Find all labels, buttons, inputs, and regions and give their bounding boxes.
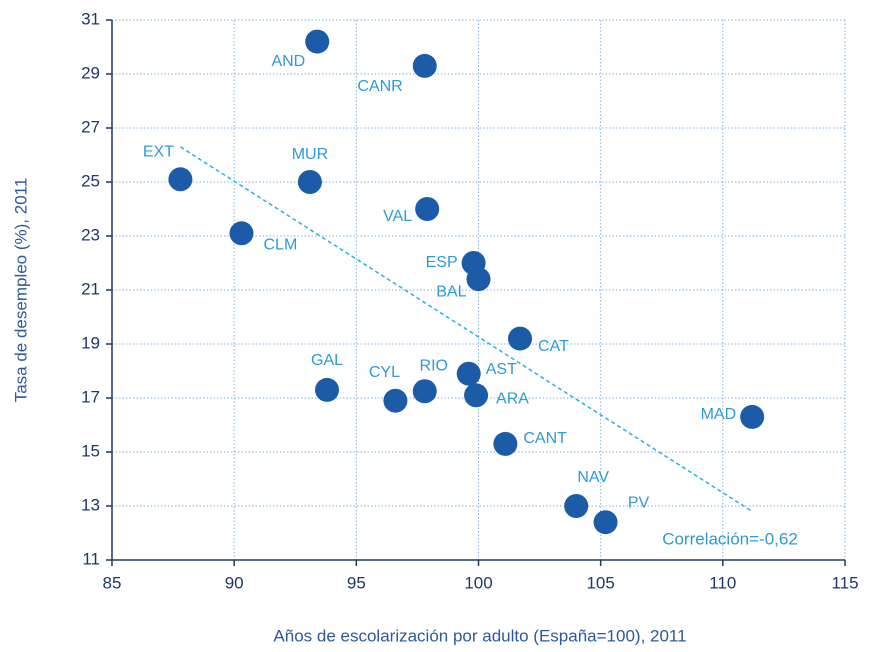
x-tick-label: 95 bbox=[347, 573, 366, 592]
y-tick-label: 25 bbox=[81, 171, 100, 190]
point bbox=[315, 377, 340, 402]
point-label: ARA bbox=[496, 391, 529, 408]
point-label: CAT bbox=[538, 338, 569, 355]
point-label: BAL bbox=[436, 283, 466, 300]
y-axis-title: Tasa de desempleo (%), 2011 bbox=[11, 178, 30, 403]
y-tick-label: 27 bbox=[81, 117, 100, 136]
point-label: CANT bbox=[523, 430, 567, 447]
point-label: CANR bbox=[357, 78, 402, 95]
point-label: EXT bbox=[143, 144, 174, 161]
point bbox=[466, 267, 491, 292]
y-tick-label: 21 bbox=[81, 279, 100, 298]
y-tick-label: 23 bbox=[81, 225, 100, 244]
x-tick-label: 105 bbox=[586, 573, 614, 592]
point-label: AND bbox=[271, 53, 305, 70]
point bbox=[508, 326, 533, 351]
point bbox=[415, 197, 440, 221]
point bbox=[305, 29, 330, 54]
point-label: PV bbox=[628, 494, 650, 511]
point-label: AST bbox=[486, 361, 517, 378]
point-label: MUR bbox=[292, 146, 328, 163]
x-tick-label: 85 bbox=[103, 573, 122, 592]
trendline bbox=[180, 146, 753, 513]
y-tick-label: 13 bbox=[81, 495, 100, 514]
x-tick-label: 100 bbox=[464, 573, 492, 592]
y-tick-label: 31 bbox=[81, 9, 100, 28]
x-tick-label: 110 bbox=[709, 573, 736, 592]
point bbox=[493, 431, 518, 456]
point-label: MAD bbox=[701, 406, 737, 423]
y-tick-label: 17 bbox=[81, 387, 100, 406]
point-label: RIO bbox=[420, 357, 448, 374]
point bbox=[564, 494, 589, 518]
y-tick-label: 29 bbox=[81, 63, 100, 82]
x-axis-title: Años de escolarización por adulto (Españ… bbox=[273, 626, 686, 645]
point bbox=[297, 170, 322, 194]
point-label: CLM bbox=[263, 237, 297, 254]
y-tick-label: 11 bbox=[82, 549, 100, 568]
point bbox=[383, 388, 408, 413]
annotation: Correlación=-0,62 bbox=[662, 529, 798, 548]
y-tick-label: 19 bbox=[81, 333, 100, 352]
point-label: ESP bbox=[426, 254, 458, 271]
point bbox=[229, 221, 254, 246]
point bbox=[740, 404, 765, 429]
point bbox=[464, 383, 489, 408]
point bbox=[412, 379, 437, 404]
x-tick-label: 90 bbox=[225, 573, 244, 592]
point bbox=[456, 361, 481, 386]
point bbox=[168, 167, 193, 192]
point-label: GAL bbox=[311, 352, 343, 369]
point-label: NAV bbox=[577, 469, 609, 486]
x-tick-label: 115 bbox=[831, 573, 858, 592]
point-label: VAL bbox=[383, 208, 412, 225]
point bbox=[593, 510, 618, 535]
point bbox=[412, 53, 437, 78]
point-label: CYL bbox=[369, 364, 400, 381]
y-tick-label: 15 bbox=[81, 441, 100, 460]
